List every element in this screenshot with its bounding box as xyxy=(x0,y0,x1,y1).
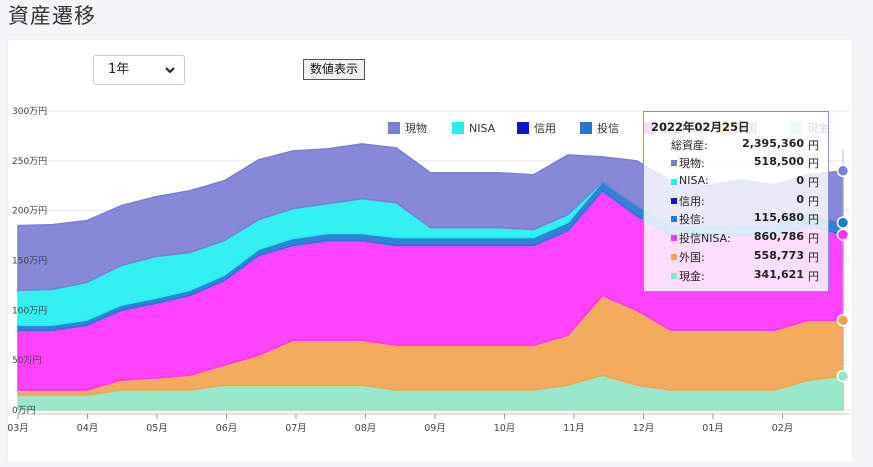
legend-swatch xyxy=(517,122,529,134)
tooltip-row: 現物: 518,500 円 xyxy=(644,155,830,173)
swatch-genbutsu xyxy=(671,160,677,166)
tooltip-value: 558,773 xyxy=(753,249,804,262)
swatch-genkin xyxy=(671,273,677,279)
tooltip-row: 外国: 558,773 円 xyxy=(644,249,830,267)
tooltip-label: 投信: xyxy=(679,213,705,226)
tooltip-label: 現金: xyxy=(679,270,705,283)
show-values-button[interactable]: 数値表示 xyxy=(303,59,366,80)
tooltip-unit: 円 xyxy=(808,176,819,189)
tooltip-value: 860,786 xyxy=(753,230,804,243)
tooltip-unit: 円 xyxy=(808,232,819,245)
tooltip-unit: 円 xyxy=(808,251,819,264)
hover-point xyxy=(836,216,850,229)
swatch-toushin xyxy=(671,216,677,222)
chevron-down-icon xyxy=(165,67,175,74)
x-tick-label: 09月 xyxy=(424,423,446,434)
y-tick-label: 150万円 xyxy=(12,256,47,267)
tooltip-value: 341,621 xyxy=(753,268,804,281)
x-tick-label: 02月 xyxy=(772,423,794,434)
tooltip-value: 0 xyxy=(796,193,804,206)
x-tick-label: 12月 xyxy=(633,423,655,434)
tooltip-label: NISA: xyxy=(679,174,709,187)
x-tick-label: 05月 xyxy=(146,423,168,434)
page-title: 資産遷移 xyxy=(8,4,96,28)
hover-point xyxy=(836,164,850,178)
tooltip-label: 外国: xyxy=(679,251,705,264)
tooltip-row: 投信NISA: 860,786 円 xyxy=(644,230,830,248)
tooltip-value: 0 xyxy=(796,174,804,187)
x-tick-label: 06月 xyxy=(216,423,238,434)
swatch-toushin-nisa xyxy=(671,235,677,241)
legend-label: 信用 xyxy=(534,122,556,135)
tooltip-unit: 円 xyxy=(808,139,819,152)
x-axis-ticks: 03月 04月 05月 06月 07月 08月 09月 10月 11月 12月 01月 02月 xyxy=(7,414,793,434)
x-tick-label: 11月 xyxy=(563,423,585,434)
period-select[interactable]: 1年 xyxy=(93,55,185,85)
tooltip-label: 信用: xyxy=(679,195,705,208)
y-tick-label: 250万円 xyxy=(12,156,47,167)
legend-swatch xyxy=(388,122,400,134)
x-tick-label: 04月 xyxy=(77,423,99,434)
hover-markers xyxy=(836,150,850,410)
legend-swatch xyxy=(580,122,592,134)
hover-point xyxy=(836,369,850,383)
tooltip-row: 総資産: 2,395,360 円 xyxy=(644,137,830,155)
swatch-nisa xyxy=(671,179,677,185)
legend-label: NISA xyxy=(469,122,496,135)
tooltip-unit: 円 xyxy=(808,195,819,208)
tooltip-unit: 円 xyxy=(808,270,819,283)
tooltip-value: 115,680 xyxy=(753,211,804,224)
period-select-value: 1年 xyxy=(108,62,130,77)
legend-swatch xyxy=(452,122,464,134)
y-tick-label: 100万円 xyxy=(12,305,47,316)
hover-point xyxy=(836,228,850,241)
x-tick-label: 03月 xyxy=(7,423,29,434)
tooltip-row: 投信: 115,680 円 xyxy=(644,211,830,229)
y-axis-ticks: 0万円 50万円 100万円 150万円 200万円 250万円 300万円 xyxy=(12,106,47,416)
tooltip-value: 518,500 xyxy=(753,155,804,168)
tooltip-row: NISA: 0 円 xyxy=(644,174,830,192)
hover-point xyxy=(836,314,850,327)
tooltip-row: 信用: 0 円 xyxy=(644,193,830,211)
legend-label: 現物 xyxy=(405,121,427,135)
tooltip-unit: 円 xyxy=(808,157,819,170)
legend-label: 投信 xyxy=(597,121,619,135)
x-tick-label: 10月 xyxy=(494,423,516,434)
y-tick-label: 50万円 xyxy=(12,355,41,366)
swatch-shinyo xyxy=(671,198,677,204)
y-tick-label: 300万円 xyxy=(12,106,47,117)
tooltip: 2022年02月25日 総資産: 2,395,360 円 現物: 518,500 円 N… xyxy=(643,111,829,292)
chart-areas xyxy=(17,143,844,411)
tooltip-label: 総資産: xyxy=(671,139,708,152)
y-tick-label: 0万円 xyxy=(12,405,36,416)
tooltip-label: 現物: xyxy=(679,157,705,170)
tooltip-unit: 円 xyxy=(808,213,819,226)
y-tick-label: 200万円 xyxy=(12,206,47,217)
x-tick-label: 07月 xyxy=(285,423,307,434)
tooltip-date: 2022年02月25日 xyxy=(651,120,750,134)
swatch-gaikoku xyxy=(671,254,677,260)
x-tick-label: 08月 xyxy=(355,423,377,434)
x-tick-label: 01月 xyxy=(702,423,724,434)
tooltip-row: 現金: 341,621 円 xyxy=(644,268,830,286)
tooltip-label: 投信NISA: xyxy=(679,232,731,245)
tooltip-value: 2,395,360 xyxy=(742,137,804,150)
